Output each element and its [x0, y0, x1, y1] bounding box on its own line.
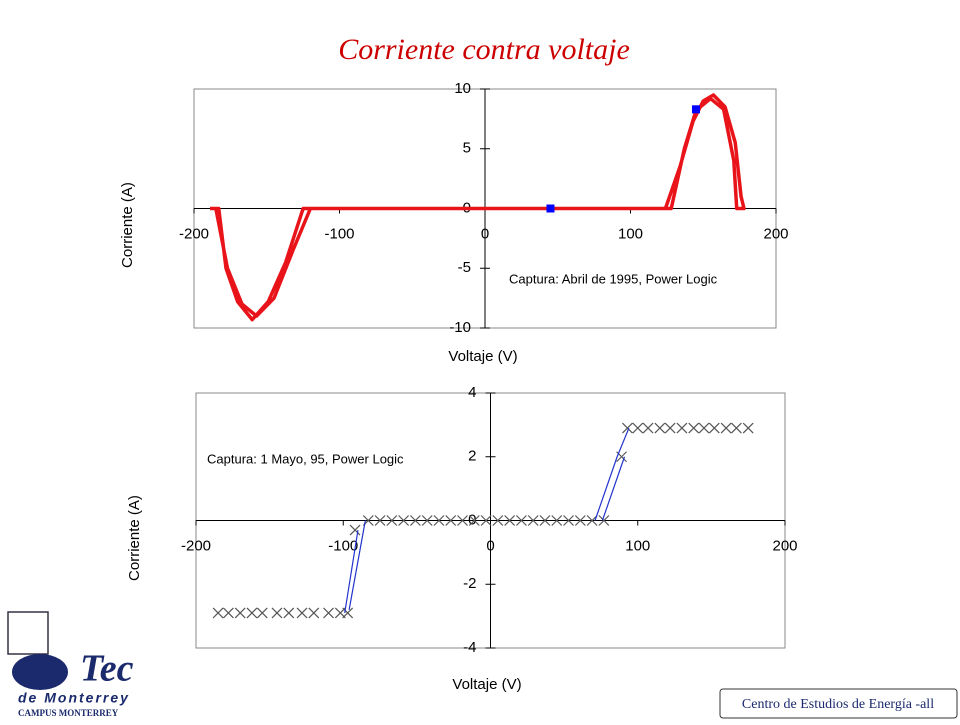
logo-name: Tec — [80, 648, 134, 690]
logo-emblem — [12, 654, 68, 690]
data-point — [691, 105, 700, 114]
logo-line3: CAMPUS MONTERREY — [18, 708, 119, 718]
data-point — [308, 607, 320, 619]
y-tick-label: -2 — [463, 575, 476, 592]
y-axis-label: Corriente (A) — [119, 182, 136, 268]
annotation: Captura: Abril de 1995, Power Logic — [509, 271, 718, 286]
data-point — [546, 204, 555, 213]
data-point — [730, 422, 742, 434]
data-point — [212, 607, 224, 619]
y-tick-label: 0 — [468, 511, 476, 528]
data-line — [344, 427, 630, 614]
data-point — [688, 422, 700, 434]
data-point — [222, 607, 234, 619]
logo-crest — [7, 611, 49, 655]
y-tick-label: 4 — [468, 384, 476, 401]
data-point — [409, 515, 421, 526]
data-point — [598, 515, 610, 526]
x-tick-label: 100 — [625, 537, 650, 554]
data-point — [246, 607, 258, 619]
y-tick-label: 2 — [468, 448, 476, 465]
y-tick-label: 10 — [454, 80, 471, 97]
x-tick-label: 200 — [772, 537, 797, 554]
x-axis-label: Voltaje (V) — [448, 348, 517, 365]
data-point — [349, 524, 361, 536]
data-point — [539, 515, 551, 526]
data-point — [563, 515, 574, 526]
data-point — [720, 422, 732, 434]
data-point — [492, 515, 504, 526]
data-point — [342, 607, 354, 619]
data-point — [551, 515, 563, 526]
data-point — [642, 422, 654, 434]
data-point — [708, 422, 720, 434]
x-tick-label: 200 — [763, 225, 788, 242]
data-point — [527, 515, 539, 526]
x-tick-label: -200 — [179, 225, 209, 242]
data-point — [398, 515, 410, 526]
data-point — [632, 422, 644, 434]
data-point — [480, 515, 492, 526]
data-point — [676, 422, 688, 434]
data-point — [654, 422, 666, 434]
y-axis-label: Corriente (A) — [126, 495, 143, 581]
x-tick-label: -100 — [328, 537, 358, 554]
x-tick-label: 100 — [618, 225, 643, 242]
data-point — [256, 607, 268, 619]
data-point — [742, 422, 754, 434]
data-point — [283, 607, 295, 619]
data-point — [234, 607, 246, 619]
data-point — [386, 515, 398, 526]
data-line — [210, 93, 746, 322]
data-point — [323, 607, 334, 619]
footer-box — [719, 688, 958, 719]
y-tick-label: 5 — [463, 140, 471, 157]
data-point — [504, 515, 516, 526]
data-point — [271, 607, 283, 619]
y-tick-label: -4 — [463, 639, 476, 656]
data-point — [574, 515, 586, 526]
annotation: Captura: 1 Mayo, 95, Power Logic — [207, 451, 404, 466]
data-point — [457, 515, 468, 526]
x-tick-label: -100 — [324, 225, 354, 242]
data-point — [586, 515, 598, 526]
logo: Tec de Monterrey CAMPUS MONTERREY — [7, 611, 134, 718]
x-tick-label: -200 — [181, 537, 211, 554]
footer-text: Centro de Estudios de Energía -all — [742, 697, 934, 712]
y-tick-label: -5 — [458, 259, 471, 276]
x-axis-label: Voltaje (V) — [452, 676, 521, 693]
data-point — [296, 607, 308, 619]
data-point — [698, 422, 710, 434]
data-point — [468, 515, 480, 526]
x-tick-label: 0 — [481, 225, 489, 242]
data-point — [374, 515, 386, 526]
y-tick-label: -10 — [449, 319, 471, 336]
data-point — [622, 422, 633, 434]
slide-title: Corriente contra voltaje — [338, 33, 630, 66]
data-point — [445, 515, 457, 526]
data-point — [515, 515, 527, 526]
logo-line2: de Monterrey — [18, 690, 130, 706]
x-tick-label: 0 — [486, 537, 494, 554]
data-point — [664, 422, 676, 434]
data-point — [433, 515, 445, 526]
data-point — [421, 515, 433, 526]
